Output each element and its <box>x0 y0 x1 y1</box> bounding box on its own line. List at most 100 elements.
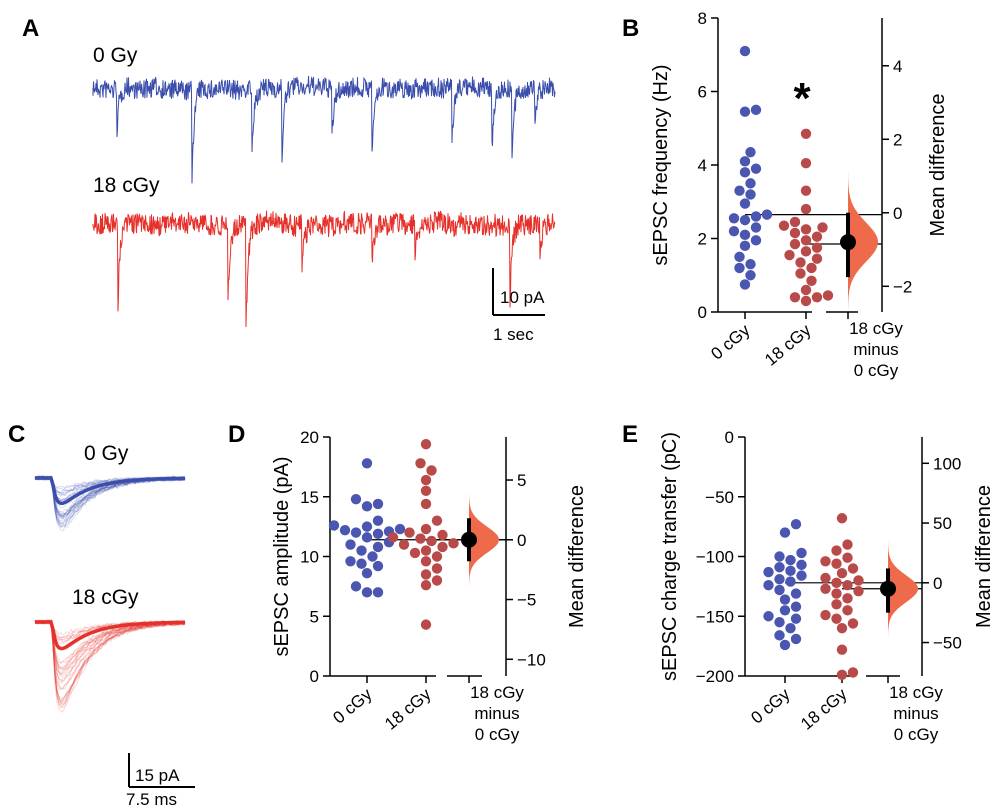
data-point-control <box>774 617 785 628</box>
data-point-control <box>328 520 340 531</box>
category-label-diff: 18 cGy <box>889 683 943 702</box>
data-point-control <box>739 240 751 252</box>
data-point-control <box>394 523 406 535</box>
data-point-irradiated <box>789 227 801 239</box>
data-point-irradiated <box>420 474 432 486</box>
data-point-control <box>745 146 756 158</box>
category-label: 18 cGy <box>797 684 851 733</box>
right-axis-tick-label: −50 <box>933 634 962 653</box>
data-point-irradiated <box>437 529 448 541</box>
data-point-control <box>745 270 756 281</box>
data-point-control <box>779 605 791 616</box>
scalebar-horizontal-label: 1 sec <box>493 325 534 344</box>
data-point-control <box>750 235 762 246</box>
data-point-irradiated <box>789 292 801 303</box>
data-point-irradiated <box>811 231 823 242</box>
category-label: 0 cGy <box>707 320 754 363</box>
event-traces-control <box>34 474 186 532</box>
panel-letter-d: D <box>228 421 245 448</box>
data-point-control <box>774 574 785 585</box>
trace-irradiated <box>92 210 556 327</box>
y-axis-label: sEPSC charge transfer (pC) <box>659 432 681 681</box>
data-point-control <box>790 519 802 530</box>
data-point-irradiated <box>426 535 437 547</box>
mean-difference-point <box>880 580 896 597</box>
data-point-control <box>763 566 774 578</box>
data-point-irradiated <box>800 157 812 169</box>
data-point-control <box>796 547 807 559</box>
data-point-control <box>361 532 373 543</box>
data-point-irradiated <box>420 485 432 496</box>
data-point-control <box>372 587 384 598</box>
data-point-control <box>745 259 756 270</box>
data-point-irradiated <box>784 249 795 261</box>
data-point-control <box>350 493 362 505</box>
data-point-control <box>345 539 356 550</box>
data-point-control <box>734 262 745 274</box>
trace-label-control: 0 Gy <box>93 44 138 67</box>
data-point-irradiated <box>831 545 842 556</box>
chart-charge-transfer: −200 −150 −100 −50 0 sEPSC charge transfer (p… <box>659 428 995 744</box>
category-label-diff: minus <box>853 340 898 359</box>
data-point-control <box>345 556 356 567</box>
data-point-control <box>739 198 751 209</box>
data-point-control <box>785 576 796 587</box>
data-point-irradiated <box>820 556 831 567</box>
data-point-irradiated <box>404 527 415 538</box>
panel-letter-a: A <box>22 15 39 42</box>
data-point-irradiated <box>431 575 443 586</box>
data-point-irradiated <box>822 290 834 301</box>
data-point-control <box>763 611 774 622</box>
right-axis-tick-label: 0 <box>893 204 902 223</box>
data-point-control <box>372 528 384 539</box>
average-trace <box>35 620 185 651</box>
data-point-irradiated <box>415 533 426 544</box>
right-axis-tick-label: −10 <box>517 650 546 669</box>
panel-letter-b: B <box>622 15 639 42</box>
data-point-irradiated <box>853 575 864 586</box>
category-label-diff: 18 cGy <box>849 319 903 338</box>
data-point-irradiated <box>842 539 853 550</box>
left-axis-tick-label: 0 <box>698 303 707 322</box>
category-label-diff: minus <box>893 704 938 723</box>
data-point-control <box>372 560 384 572</box>
data-point-control <box>361 458 373 469</box>
data-point-control <box>763 579 774 591</box>
right-axis-label: Mean difference <box>973 485 995 628</box>
data-point-control <box>728 225 740 237</box>
data-point-control <box>350 581 362 592</box>
data-point-irradiated <box>795 268 806 279</box>
event-trace <box>34 620 185 690</box>
data-point-control <box>739 45 751 57</box>
left-axis-tick-label: 20 <box>300 428 319 447</box>
data-point-control <box>750 222 762 233</box>
data-point-control <box>745 178 756 189</box>
data-point-irradiated <box>820 583 831 594</box>
data-point-irradiated <box>820 572 831 584</box>
data-point-control <box>761 209 773 220</box>
right-axis-label: Mean difference <box>927 93 949 236</box>
data-point-control <box>372 541 384 553</box>
category-label: 18 cGy <box>381 684 435 733</box>
event-trace <box>34 620 186 706</box>
data-point-control <box>739 106 751 117</box>
left-axis-tick-label: −150 <box>696 607 734 626</box>
data-point-irradiated <box>842 552 853 563</box>
data-point-irradiated <box>800 224 812 235</box>
data-point-irradiated <box>831 613 842 624</box>
data-point-irradiated <box>420 569 432 580</box>
data-point-control <box>372 515 384 526</box>
data-point-irradiated <box>847 618 859 629</box>
mean-difference-point <box>461 531 477 548</box>
trace-label-irradiated: 18 cGy <box>93 174 160 197</box>
event-trace <box>34 620 186 703</box>
data-point-control <box>745 189 756 200</box>
data-point-irradiated <box>409 547 421 559</box>
data-point-control <box>361 521 373 532</box>
data-point-irradiated <box>448 538 459 549</box>
trace-control <box>92 75 556 184</box>
data-point-control <box>774 630 785 641</box>
data-point-control <box>372 498 384 510</box>
